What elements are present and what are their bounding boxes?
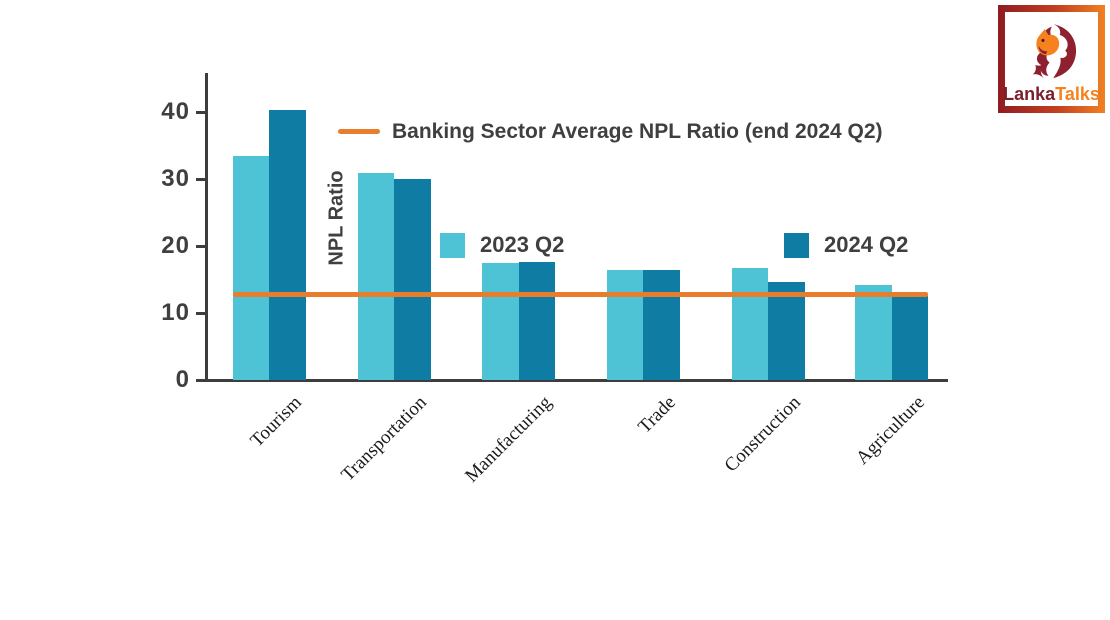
bar-manufacturing-2024-q2 bbox=[518, 262, 555, 380]
bar-manufacturing-2023-q2 bbox=[482, 262, 519, 380]
legend-swatch-2024-q2 bbox=[784, 232, 809, 258]
x-category-label-tourism: Tourism bbox=[246, 392, 306, 452]
banking-average-reference-line bbox=[232, 291, 928, 297]
y-tick-30 bbox=[196, 177, 206, 181]
y-tick-20 bbox=[196, 244, 206, 248]
reference-line-label: Banking Sector Average NPL Ratio (end 20… bbox=[392, 119, 883, 143]
reference-line-legend: Banking Sector Average NPL Ratio (end 20… bbox=[338, 118, 883, 145]
legend-item-2023-q2: 2023 Q2 bbox=[440, 232, 564, 258]
wordmark-lanka: Lanka bbox=[1003, 84, 1056, 104]
bar-trade-2024-q2 bbox=[643, 270, 680, 380]
legend-label-2024-q2: 2024 Q2 bbox=[824, 232, 909, 257]
bar-transportation-2023-q2 bbox=[357, 172, 394, 380]
y-axis-line bbox=[205, 73, 208, 382]
npl-chart-figure: 0 10 20 30 40 Tourism Transportation Manufactur… bbox=[161, 5, 1105, 487]
y-tick-label-40: 40 bbox=[161, 98, 190, 126]
bar-tourism-2024-q2 bbox=[269, 110, 306, 380]
x-category-label-transportation: Transportation bbox=[337, 392, 431, 486]
bar-construction-2024-q2 bbox=[768, 281, 805, 380]
reference-line-swatch bbox=[338, 129, 380, 134]
wordmark-talks: Talks bbox=[1055, 84, 1100, 104]
y-tick-label-10: 10 bbox=[161, 299, 190, 327]
y-tick-label-0: 0 bbox=[175, 366, 190, 393]
lankatalks-wordmark: LankaTalks bbox=[1003, 85, 1100, 103]
x-category-label-manufacturing: Manufacturing bbox=[460, 392, 556, 487]
legend-label-2023-q2: 2023 Q2 bbox=[480, 232, 565, 257]
y-tick-label-30: 30 bbox=[161, 165, 190, 193]
bar-tourism-2023-q2 bbox=[232, 155, 269, 380]
x-category-label-trade: Trade bbox=[634, 392, 680, 438]
y-tick-10 bbox=[196, 311, 206, 315]
y-tick-40 bbox=[196, 110, 206, 114]
bar-trade-2023-q2 bbox=[606, 270, 643, 380]
lankatalks-logo: LankaTalks bbox=[998, 5, 1105, 113]
x-category-label-construction: Construction bbox=[720, 392, 805, 477]
y-tick-label-20: 20 bbox=[161, 232, 190, 260]
x-axis-line bbox=[203, 379, 948, 382]
bar-agriculture-2023-q2 bbox=[855, 285, 892, 380]
lankatalks-logo-inner: LankaTalks bbox=[1003, 12, 1100, 106]
legend-swatch-2023-q2 bbox=[440, 232, 465, 258]
legend-item-2024-q2: 2024 Q2 bbox=[784, 232, 908, 258]
bar-agriculture-2024-q2 bbox=[891, 295, 928, 380]
bar-construction-2023-q2 bbox=[731, 267, 768, 380]
bar-transportation-2024-q2 bbox=[394, 178, 431, 380]
lion-icon bbox=[1032, 24, 1076, 79]
y-axis-title: NPL Ratio bbox=[325, 170, 348, 266]
x-category-label-agriculture: Agriculture bbox=[851, 392, 929, 469]
y-tick-0 bbox=[196, 378, 206, 382]
